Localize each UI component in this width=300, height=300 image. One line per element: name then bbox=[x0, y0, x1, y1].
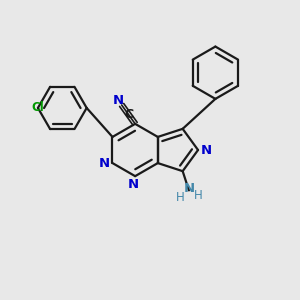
Text: N: N bbox=[128, 178, 139, 191]
Text: Cl: Cl bbox=[32, 101, 44, 114]
Text: H: H bbox=[194, 189, 203, 202]
Text: H: H bbox=[176, 191, 184, 204]
Text: C: C bbox=[124, 108, 133, 121]
Text: N: N bbox=[99, 157, 110, 169]
Text: N: N bbox=[201, 143, 212, 157]
Text: N: N bbox=[183, 182, 194, 194]
Text: N: N bbox=[113, 94, 124, 107]
